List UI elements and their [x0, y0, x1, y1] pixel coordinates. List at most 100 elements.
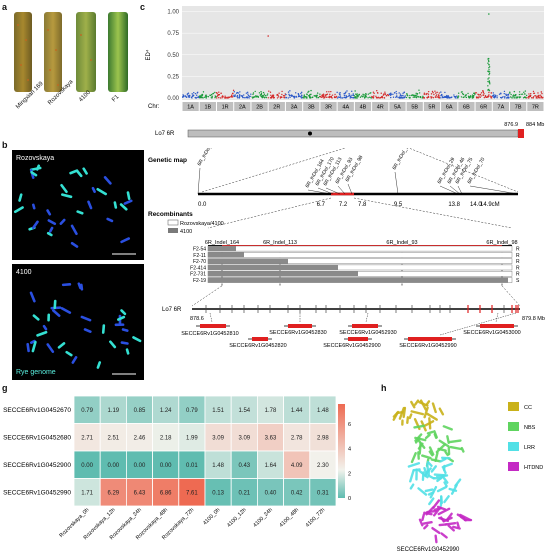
snp-point	[500, 93, 502, 95]
helix	[431, 526, 441, 535]
snp-point	[362, 93, 364, 96]
marker-line	[317, 187, 334, 195]
panel-letter-d: d	[140, 157, 144, 164]
snp-point	[303, 94, 306, 96]
heat-value: 2.46	[134, 435, 146, 441]
snp-point	[262, 94, 264, 97]
snp-point	[209, 94, 211, 96]
snp-point	[390, 96, 392, 99]
snp-point	[276, 97, 279, 99]
snp-point	[308, 90, 310, 93]
fish-top	[12, 150, 144, 260]
snp-point	[238, 96, 240, 98]
chr-box	[458, 102, 475, 111]
snp-point	[254, 96, 256, 98]
snp-point	[334, 93, 336, 96]
helix	[421, 513, 426, 522]
snp-point	[375, 95, 377, 97]
chr-box	[354, 102, 372, 111]
heat-value: 1.48	[317, 408, 329, 414]
legend-hom-label: 4100	[180, 229, 192, 235]
snp-point	[306, 96, 308, 98]
snp-point	[293, 97, 296, 99]
chr-label-1A: 1A	[187, 105, 194, 111]
leaf-rozovskaya	[44, 12, 62, 92]
snp-point	[307, 91, 309, 93]
snp-point	[214, 97, 216, 99]
heat-cell	[152, 423, 180, 452]
helix	[442, 425, 453, 431]
snp-point	[406, 93, 408, 95]
chromosome	[31, 340, 37, 353]
chr-box	[216, 102, 234, 111]
heat-cell	[256, 450, 284, 479]
snp-point	[219, 97, 222, 99]
snp-point	[425, 93, 427, 95]
leaf-mingxian169	[14, 12, 32, 92]
heat-cell	[73, 395, 101, 424]
panel-letter-c: c	[140, 2, 146, 12]
snp-point	[218, 91, 220, 93]
chr-box	[234, 102, 251, 111]
chromosome	[46, 231, 53, 237]
snp-point	[338, 96, 341, 99]
panel-letter-f: f	[140, 299, 143, 306]
snp-point	[232, 89, 235, 92]
heat-value: 0.79	[81, 408, 93, 414]
snp-point	[509, 96, 512, 98]
snp-point	[182, 96, 184, 98]
heat-row-label: SECCE6Rv1G0452900	[3, 462, 71, 469]
heat-value: 1.51	[212, 408, 224, 414]
chromosome	[125, 348, 130, 355]
helix	[446, 435, 450, 444]
helix	[435, 443, 447, 454]
snp-point	[479, 93, 482, 96]
recomb-name: F2-70	[193, 259, 206, 265]
snp-point	[195, 94, 198, 96]
snp-point	[246, 96, 248, 98]
snp-point	[367, 93, 370, 95]
snp-point	[247, 93, 249, 95]
cm-position: 6.7	[317, 202, 326, 208]
snp-point	[239, 91, 241, 93]
snp-point	[415, 92, 417, 95]
legend-label: CC	[524, 405, 532, 411]
snp-point	[427, 90, 430, 93]
leaf-4100	[76, 12, 96, 92]
chromosome	[46, 209, 52, 216]
snp-point	[526, 97, 528, 99]
snp-point	[212, 92, 215, 95]
cm-position: 14.0	[470, 202, 482, 208]
snp-point	[326, 91, 328, 93]
snp-point	[403, 97, 405, 99]
snp-point	[380, 92, 382, 94]
snp-point	[267, 35, 269, 37]
heat-col-label: 4100_12h	[226, 507, 248, 529]
snp-point	[473, 92, 476, 94]
chromosome	[120, 309, 127, 316]
snp-point	[217, 94, 219, 96]
snp-point	[493, 96, 495, 99]
snp-point	[435, 95, 437, 97]
snp-point	[272, 97, 275, 99]
helix	[424, 488, 434, 493]
snp-point	[431, 96, 433, 98]
snp-point	[431, 90, 434, 93]
chromosome	[13, 206, 24, 214]
snp-point	[453, 95, 456, 98]
gene-name: SECCE6Rv1G0452990	[399, 343, 456, 349]
helix	[413, 424, 425, 429]
snp-point	[259, 94, 262, 96]
snp-point	[289, 90, 291, 92]
chr-label-5B: 5B	[411, 105, 418, 111]
snp-point	[285, 96, 287, 99]
snp-point	[455, 95, 458, 97]
snp-point	[188, 94, 191, 97]
chr-box	[199, 102, 216, 111]
snp-point	[262, 91, 265, 94]
helix	[417, 487, 428, 496]
snp-point	[323, 97, 325, 99]
snp-point	[335, 95, 338, 98]
gene-link	[209, 312, 213, 323]
heat-row-label: SECCE6Rv1G0452670	[3, 407, 71, 414]
